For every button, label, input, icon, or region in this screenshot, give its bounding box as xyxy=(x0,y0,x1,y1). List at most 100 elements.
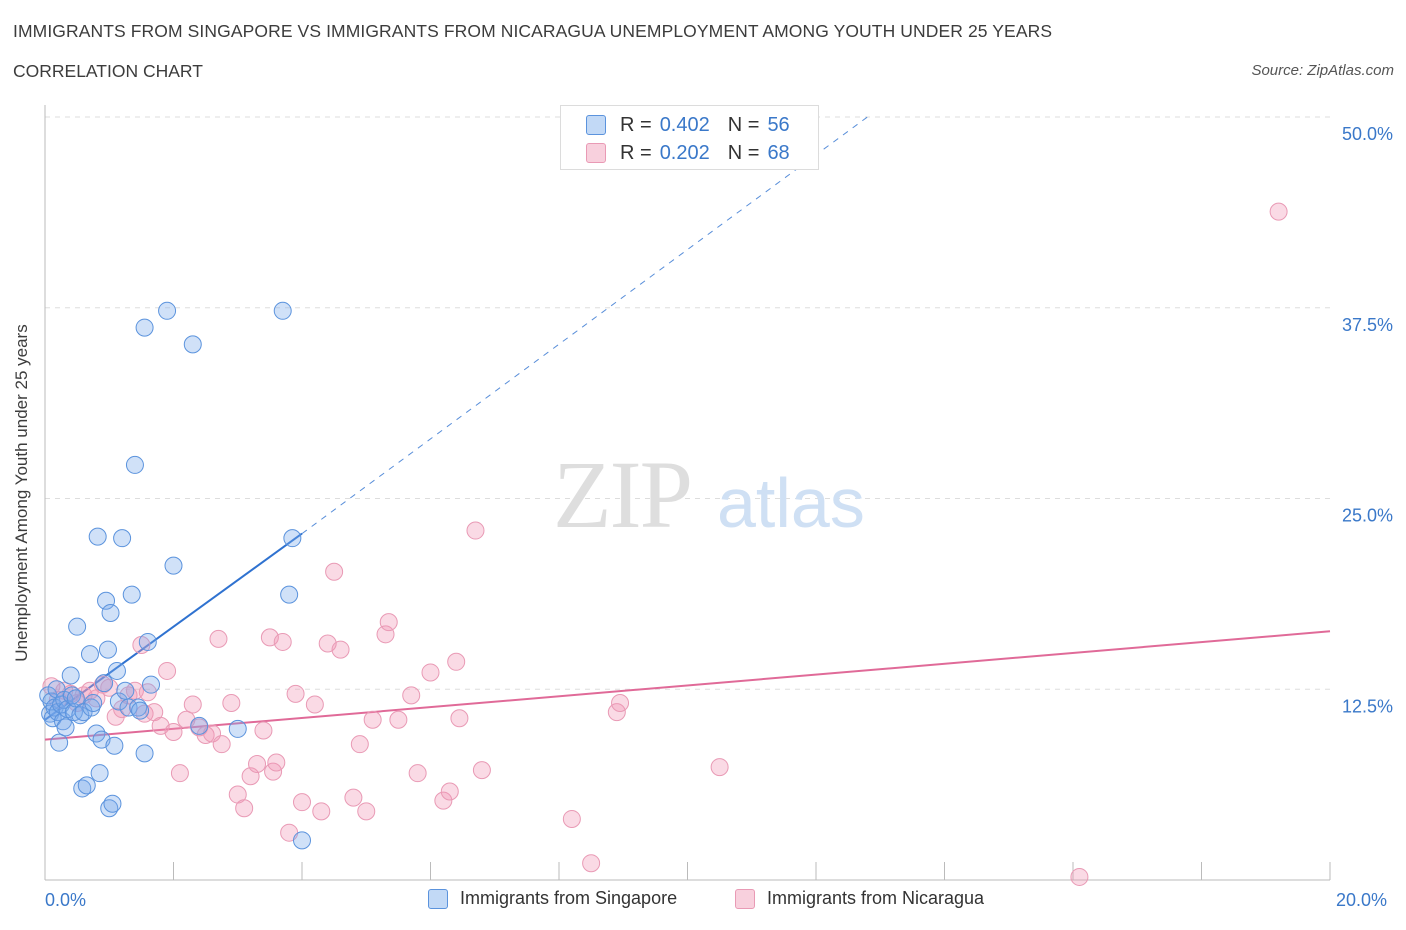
nicaragua-point xyxy=(235,799,254,818)
nicaragua-point xyxy=(293,793,311,812)
nicaragua-point xyxy=(305,695,324,714)
singapore-point xyxy=(131,701,150,720)
series-legend: Immigrants from Singapore Immigrants fro… xyxy=(0,888,1406,916)
singapore-point xyxy=(109,692,128,711)
nicaragua-point xyxy=(447,652,466,671)
nicaragua-trend-line xyxy=(44,630,1331,741)
series-label-singapore: Immigrants from Singapore xyxy=(460,888,678,908)
series-legend-singapore[interactable]: Immigrants from Singapore xyxy=(428,888,677,909)
watermark-zip: ZIP xyxy=(553,441,691,548)
legend-n-value: 68 xyxy=(767,141,790,164)
legend-swatch-nicaragua xyxy=(586,143,606,163)
nicaragua-point xyxy=(312,802,331,821)
singapore-point xyxy=(113,529,132,548)
nicaragua-point xyxy=(325,562,344,581)
x-tick-label-max: 20.0% xyxy=(1336,890,1388,910)
nicaragua-point xyxy=(170,764,189,783)
watermark-atlas: atlas xyxy=(717,464,865,542)
nicaragua-point xyxy=(344,788,363,807)
nicaragua-point xyxy=(357,802,376,821)
legend-n-label: N = xyxy=(727,113,760,136)
singapore-point xyxy=(107,661,126,680)
series-legend-nicaragua[interactable]: Immigrants from Nicaragua xyxy=(735,888,984,909)
singapore-point xyxy=(71,706,90,725)
nicaragua-point xyxy=(106,707,125,726)
legend-r-value: 0.402 xyxy=(659,113,710,136)
nicaragua-point xyxy=(421,663,440,682)
y-axis-label: Unemployment Among Youth under 25 years xyxy=(12,324,31,662)
singapore-point xyxy=(142,675,161,694)
nicaragua-point xyxy=(450,709,469,728)
y-tick-label: 37.5% xyxy=(1342,315,1393,335)
series-swatch-nicaragua xyxy=(735,888,755,909)
singapore-point xyxy=(135,318,154,337)
nicaragua-point xyxy=(164,722,183,741)
nicaragua-point xyxy=(611,693,630,712)
nicaragua-point xyxy=(472,761,491,780)
legend-r-label: R = xyxy=(620,113,652,136)
singapore-point xyxy=(77,776,96,795)
y-tick-label: 50.0% xyxy=(1342,124,1393,144)
legend-r-label: R = xyxy=(620,141,652,164)
singapore-point xyxy=(293,831,311,850)
nicaragua-point xyxy=(183,695,202,714)
singapore-point xyxy=(84,693,103,712)
nicaragua-point xyxy=(222,693,241,712)
nicaragua-point xyxy=(248,755,267,774)
nicaragua-point xyxy=(212,735,231,754)
singapore-point xyxy=(97,591,116,610)
singapore-point xyxy=(87,724,106,743)
singapore-point xyxy=(190,716,209,735)
singapore-point xyxy=(66,689,85,708)
singapore-point xyxy=(80,645,99,664)
nicaragua-point xyxy=(350,735,369,754)
nicaragua-point xyxy=(286,684,305,703)
y-tick-labels: 12.5% 25.0% 37.5% 50.0% xyxy=(1342,124,1393,716)
nicaragua-point xyxy=(466,521,485,540)
singapore-trend-line xyxy=(44,532,303,721)
legend-r-value: 0.202 xyxy=(659,141,710,164)
watermark: ZIP atlas xyxy=(553,441,865,548)
legend-row-singapore: R = 0.402 N = 56 xyxy=(586,113,790,137)
singapore-point xyxy=(228,719,247,738)
nicaragua-point xyxy=(434,791,453,810)
singapore-point xyxy=(125,455,144,474)
singapore-point xyxy=(88,527,107,546)
series-label-nicaragua: Immigrants from Nicaragua xyxy=(767,888,985,908)
source-label: Source: ZipAtlas.com xyxy=(1251,62,1394,79)
singapore-point xyxy=(280,585,299,604)
singapore-point xyxy=(164,556,183,575)
singapore-point xyxy=(138,632,157,651)
singapore-trend-extension xyxy=(301,116,868,535)
singapore-point xyxy=(122,585,141,604)
nicaragua-point xyxy=(402,686,421,705)
chart-title: IMMIGRANTS FROM SINGAPORE VS IMMIGRANTS … xyxy=(13,21,1053,41)
nicaragua-point xyxy=(331,640,350,659)
nicaragua-point xyxy=(440,782,459,801)
nicaragua-point xyxy=(363,710,382,729)
singapore-point xyxy=(183,335,202,354)
singapore-point xyxy=(90,764,109,783)
nicaragua-point xyxy=(158,661,177,680)
axes xyxy=(44,105,1331,881)
singapore-point xyxy=(82,698,101,717)
singapore-point xyxy=(56,718,75,737)
trend-lines xyxy=(44,116,1331,741)
nicaragua-point xyxy=(379,613,398,632)
series-swatch-singapore xyxy=(428,888,448,909)
singapore-point xyxy=(119,698,138,717)
singapore-point xyxy=(68,617,87,636)
nicaragua-point xyxy=(710,758,729,777)
y-tick-label: 25.0% xyxy=(1342,506,1393,526)
nicaragua-point xyxy=(582,854,601,873)
singapore-point xyxy=(105,736,124,755)
legend-n-value: 56 xyxy=(767,113,790,136)
nicaragua-point xyxy=(1070,867,1089,886)
nicaragua-point xyxy=(562,809,581,828)
singapore-point xyxy=(135,744,154,763)
y-tick-label: 12.5% xyxy=(1342,696,1393,716)
singapore-point xyxy=(98,640,117,659)
singapore-point xyxy=(50,733,69,752)
nicaragua-point xyxy=(196,726,215,745)
